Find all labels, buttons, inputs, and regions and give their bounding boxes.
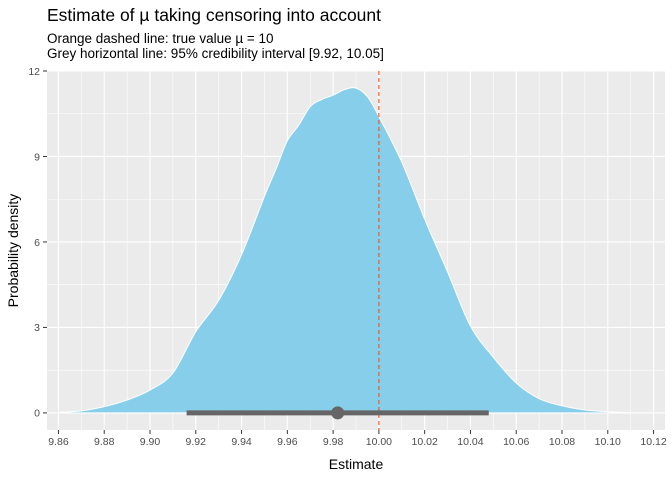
x-tick-label: 10.00 — [366, 436, 392, 448]
x-tick-label: 9.92 — [186, 436, 207, 448]
x-tick-label: 10.04 — [457, 436, 483, 448]
x-tick-label: 9.90 — [140, 436, 161, 448]
x-tick-label: 9.94 — [231, 436, 252, 448]
x-tick-label: 9.86 — [48, 436, 69, 448]
y-axis-title: Probability density — [5, 194, 21, 308]
y-axis-ticks: 0 3 6 9 12 — [28, 66, 47, 420]
x-tick-label: 9.96 — [277, 436, 298, 448]
x-axis-title: Estimate — [329, 456, 384, 472]
density-area — [57, 87, 632, 414]
chart-subtitle-line-1: Orange dashed line: true value µ = 10 — [47, 31, 274, 46]
chart-subtitle-line-2: Grey horizontal line: 95% credibility in… — [47, 46, 384, 61]
point-estimate-marker — [331, 406, 345, 420]
y-tick-label: 12 — [28, 66, 40, 78]
y-tick-label: 9 — [34, 151, 40, 163]
chart-title: Estimate of µ taking censoring into acco… — [47, 5, 382, 25]
x-tick-label: 9.98 — [323, 436, 344, 448]
x-tick-label: 10.08 — [549, 436, 575, 448]
x-tick-label: 10.12 — [640, 436, 666, 448]
x-tick-label: 10.02 — [412, 436, 438, 448]
y-tick-label: 3 — [34, 322, 40, 334]
x-tick-label: 10.10 — [595, 436, 621, 448]
y-tick-label: 6 — [34, 237, 40, 249]
x-axis-ticks: 9.86 9.88 9.90 9.92 9.94 9.96 9.98 10.00 10.02 10… — [48, 430, 667, 448]
x-tick-label: 9.88 — [94, 436, 115, 448]
y-tick-label: 0 — [34, 408, 40, 420]
x-tick-label: 10.06 — [503, 436, 529, 448]
